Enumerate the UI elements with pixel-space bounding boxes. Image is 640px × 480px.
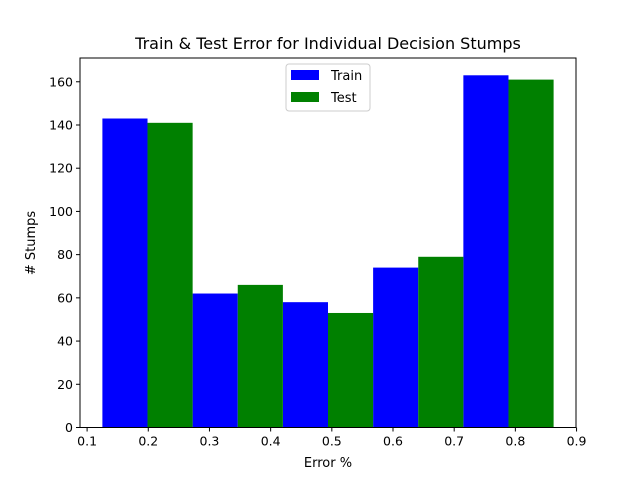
y-axis-label: # Stumps [24, 211, 39, 276]
legend: Train Test [285, 63, 371, 112]
chart-title: Train & Test Error for Individual Decisi… [134, 34, 521, 53]
y-tick-label: 80 [57, 247, 73, 262]
x-tick-label: 0.2 [138, 434, 158, 449]
y-tick-label: 0 [65, 420, 73, 435]
x-axis-label: Error % [304, 456, 352, 471]
bar-test-1 [147, 122, 193, 428]
plot-frame [79, 57, 577, 428]
x-tick-label: 0.6 [383, 434, 403, 449]
y-tick-label: 140 [49, 117, 73, 132]
x-axis-ticks: 0.1 0.2 0.3 0.4 0.5 0.6 0.7 0.8 0.9 [77, 427, 587, 449]
y-tick-label: 160 [49, 74, 73, 89]
bar-train-1 [102, 118, 148, 428]
x-tick-label: 0.3 [200, 434, 220, 449]
legend-label-train: Train [330, 69, 362, 84]
x-tick-label: 0.7 [444, 434, 464, 449]
bar-test-4 [418, 256, 464, 428]
bar-train-4 [373, 267, 419, 428]
y-axis-ticks: 0 20 40 60 80 100 120 140 160 [49, 74, 80, 435]
y-tick-label: 40 [57, 334, 73, 349]
x-tick-label: 0.9 [567, 434, 587, 449]
legend-swatch-train [291, 70, 319, 80]
x-tick-label: 0.4 [261, 434, 281, 449]
bar-train-2 [192, 293, 238, 428]
bars-group [102, 75, 554, 428]
bar-train-3 [282, 302, 328, 428]
bar-test-5 [508, 79, 554, 428]
legend-swatch-test [291, 92, 319, 102]
y-tick-label: 20 [57, 377, 73, 392]
y-tick-label: 60 [57, 290, 73, 305]
x-tick-label: 0.1 [77, 434, 97, 449]
x-tick-label: 0.5 [322, 434, 342, 449]
y-tick-label: 100 [49, 204, 73, 219]
bar-test-3 [328, 312, 374, 428]
y-tick-label: 120 [49, 161, 73, 176]
legend-label-test: Test [330, 91, 357, 106]
x-tick-label: 0.8 [505, 434, 525, 449]
bar-test-2 [237, 284, 283, 428]
bar-train-5 [463, 75, 509, 428]
